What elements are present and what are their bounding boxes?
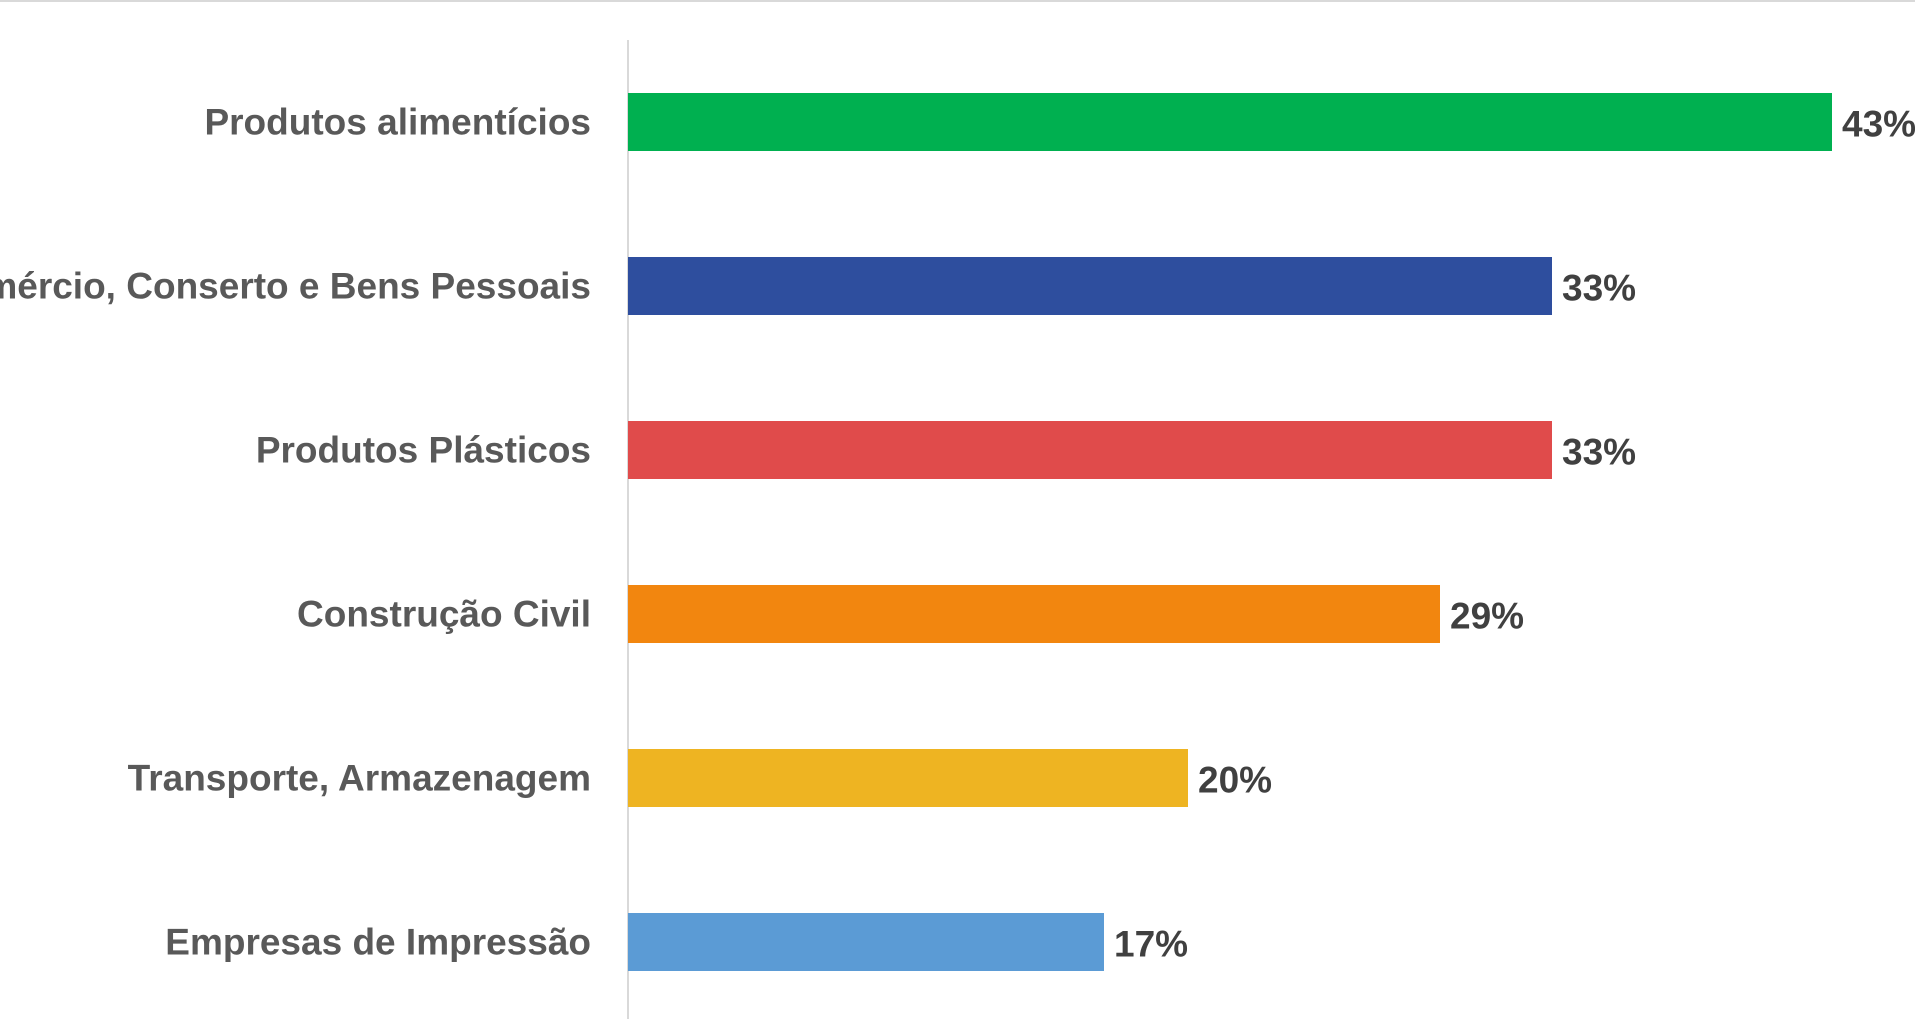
data-label: 33%: [1562, 268, 1636, 309]
bar: [628, 913, 1104, 971]
category-label: Transporte, Armazenagem: [128, 758, 591, 799]
category-label: Empresas de Impressão: [165, 922, 591, 963]
bar: [628, 257, 1552, 315]
category-label: Comércio, Conserto e Bens Pessoais: [0, 266, 591, 307]
category-label: Produtos Plásticos: [256, 430, 591, 471]
data-label: 43%: [1842, 104, 1915, 145]
data-label: 29%: [1450, 596, 1524, 637]
data-label: 20%: [1198, 760, 1272, 801]
data-label: 17%: [1114, 924, 1188, 965]
data-label: 33%: [1562, 432, 1636, 473]
category-label: Construção Civil: [297, 594, 591, 635]
bar: [628, 421, 1552, 479]
bars-group: Produtos alimentícios 43% Comércio, Conser…: [0, 93, 1915, 971]
bar: [628, 585, 1440, 643]
bar: [628, 749, 1188, 807]
bar: [628, 93, 1832, 151]
category-label: Produtos alimentícios: [204, 102, 591, 143]
